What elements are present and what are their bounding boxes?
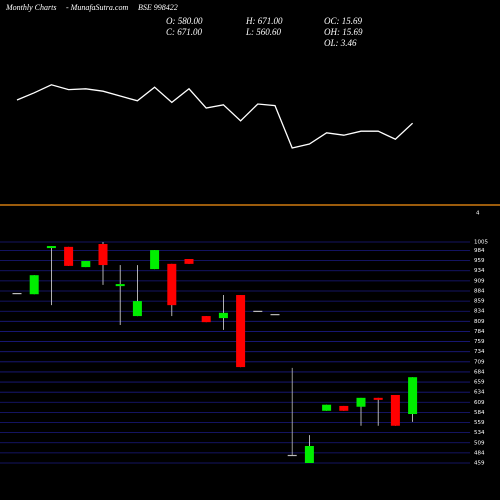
candle-body xyxy=(167,263,177,306)
stat: C: 671.00 xyxy=(166,27,203,37)
stat: L: 560.60 xyxy=(245,27,282,37)
y-tick-label: 509 xyxy=(474,440,485,446)
candle-body xyxy=(132,301,142,317)
candle-body xyxy=(253,310,263,313)
y-tick-label: 809 xyxy=(474,319,485,325)
stat: H: 671.00 xyxy=(245,16,283,26)
y-tick-label: 934 xyxy=(474,268,485,274)
y-tick-label: 859 xyxy=(474,299,485,305)
symbol-label: BSE 998422 xyxy=(138,3,178,12)
y-tick-label: 609 xyxy=(474,400,485,406)
candle-body xyxy=(236,295,246,368)
site-label: - MunafaSutra.com xyxy=(66,3,128,12)
y-tick-label: 834 xyxy=(474,309,485,315)
candle-body xyxy=(339,405,349,411)
y-tick-label: 484 xyxy=(474,450,485,456)
candle-body xyxy=(115,284,125,287)
candle-body xyxy=(184,259,194,264)
y-tick-label: 534 xyxy=(474,430,485,436)
candle-body xyxy=(201,316,211,323)
y-tick-label: 784 xyxy=(474,329,485,335)
candle-body xyxy=(64,246,74,266)
candle-body xyxy=(408,377,418,415)
stat: O: 580.00 xyxy=(166,16,203,26)
stat: OC: 15.69 xyxy=(324,16,362,26)
y-tick-label: 959 xyxy=(474,258,485,264)
stat: OH: 15.69 xyxy=(324,27,363,37)
candle-body xyxy=(322,404,332,411)
candle-body xyxy=(390,395,400,426)
candle-body xyxy=(150,250,160,270)
candle-body xyxy=(287,454,297,457)
stat: OL: 3.46 xyxy=(324,38,357,48)
separator-label: 4 xyxy=(476,211,480,217)
y-tick-label: 759 xyxy=(474,339,485,345)
candle-body xyxy=(46,246,56,249)
candle-body xyxy=(218,312,228,319)
y-tick-label: 734 xyxy=(474,349,485,355)
candle-body xyxy=(98,244,108,266)
y-tick-label: 684 xyxy=(474,369,485,375)
candle-body xyxy=(373,397,383,400)
candle-body xyxy=(12,293,22,295)
candle-body xyxy=(81,261,91,268)
y-tick-label: 884 xyxy=(474,288,485,294)
y-tick-label: 709 xyxy=(474,359,485,365)
y-tick-label: 1005 xyxy=(474,240,488,246)
y-tick-label: 634 xyxy=(474,390,485,396)
y-tick-label: 584 xyxy=(474,410,485,416)
y-tick-label: 909 xyxy=(474,278,485,284)
candle-body xyxy=(356,397,366,407)
y-tick-label: 984 xyxy=(474,248,485,254)
y-tick-label: 559 xyxy=(474,420,485,426)
indicator-line xyxy=(16,84,414,149)
candle-body xyxy=(29,275,39,295)
period-label: Monthly Charts xyxy=(5,3,56,12)
y-tick-label: 659 xyxy=(474,380,485,386)
y-tick-label: 459 xyxy=(474,461,485,467)
candle-body xyxy=(270,314,280,316)
candle-body xyxy=(304,446,314,463)
